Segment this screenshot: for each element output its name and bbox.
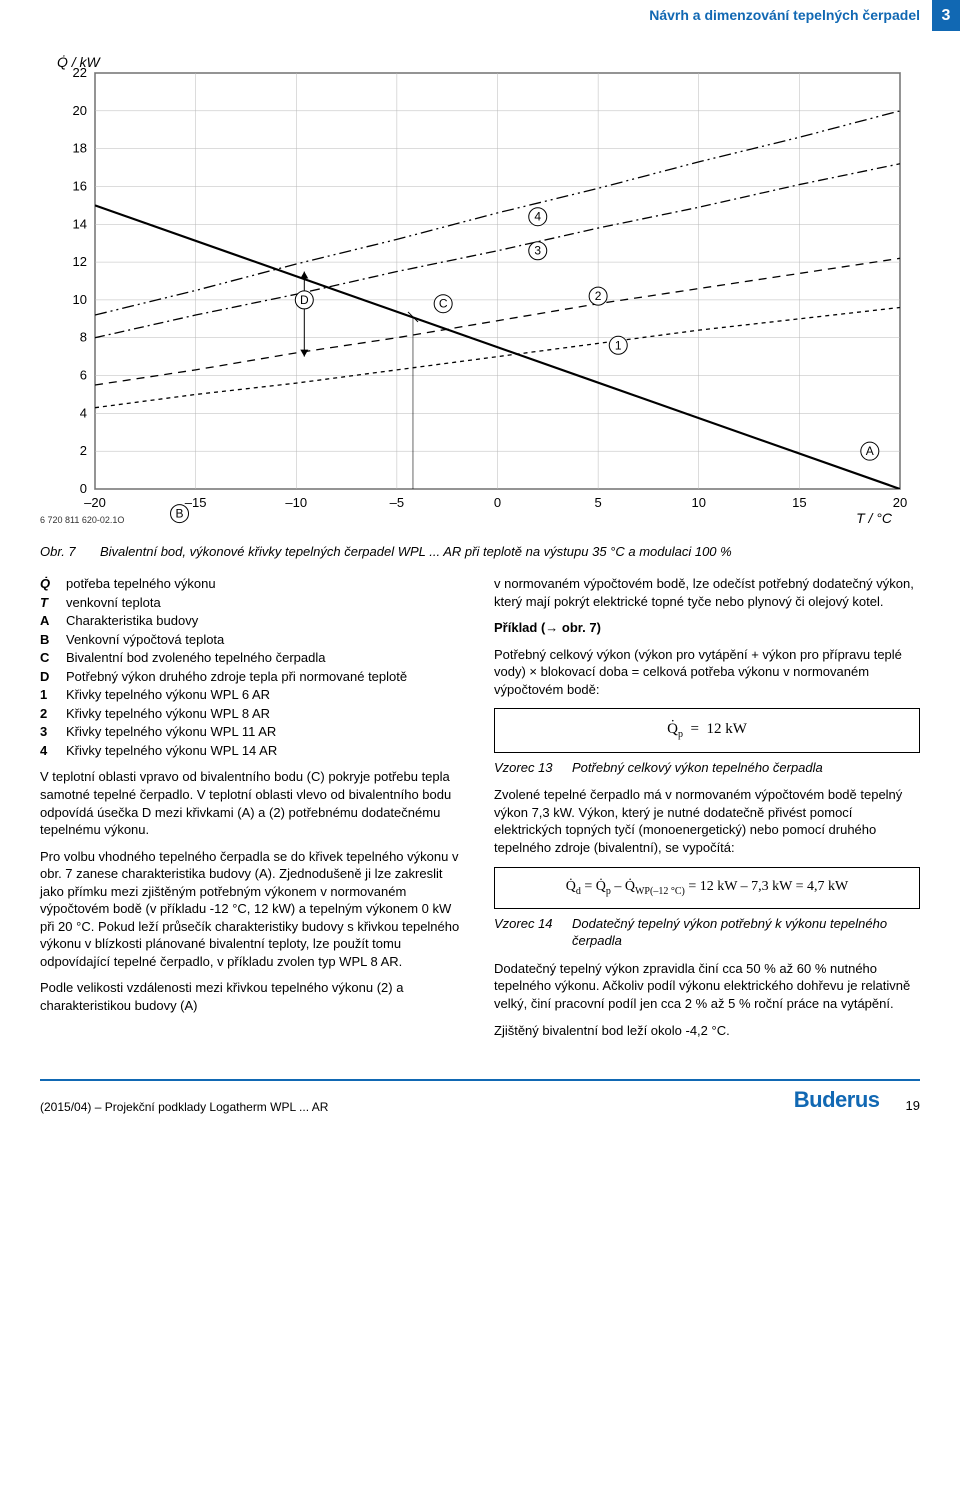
legend-key: Q̇ xyxy=(40,575,56,593)
legend-value: Křivky tepelného výkonu WPL 11 AR xyxy=(66,723,276,741)
figure-caption-text: Bivalentní bod, výkonové křivky tepelnýc… xyxy=(100,543,732,561)
legend-key: 2 xyxy=(40,705,56,723)
legend-value: potřeba tepelného výkonu xyxy=(66,575,216,593)
formula-13-box: Q̇p = 12 kW xyxy=(494,708,920,753)
legend-key: C xyxy=(40,649,56,667)
svg-text:D: D xyxy=(300,293,309,307)
legend-key: T xyxy=(40,594,56,612)
legend-value: Křivky tepelného výkonu WPL 6 AR xyxy=(66,686,270,704)
header-title: Návrh a dimenzování tepelných čerpadel xyxy=(649,0,932,31)
chart-container: –20–15–10–5051015200246810121416182022Q̇… xyxy=(40,49,920,534)
legend-key: D xyxy=(40,668,56,686)
svg-text:18: 18 xyxy=(73,141,87,156)
formula-14-box: Q̇d = Q̇p – Q̇WP(–12 °C) = 12 kW – 7,3 k… xyxy=(494,867,920,909)
legend-value: Křivky tepelného výkonu WPL 8 AR xyxy=(66,705,270,723)
figure-caption: Obr. 7 Bivalentní bod, výkonové křivky t… xyxy=(40,543,920,561)
legend-key: B xyxy=(40,631,56,649)
legend-key: 1 xyxy=(40,686,56,704)
svg-text:10: 10 xyxy=(73,292,87,307)
legend-value: venkovní teplota xyxy=(66,594,161,612)
svg-text:4: 4 xyxy=(534,210,541,224)
header-section-number: 3 xyxy=(932,0,960,31)
formula-14-caption: Vzorec 14 Dodatečný tepelný výkon potřeb… xyxy=(494,915,920,950)
svg-text:1: 1 xyxy=(615,338,622,352)
page-header: Návrh a dimenzování tepelných čerpadel 3 xyxy=(0,0,960,31)
svg-text:8: 8 xyxy=(80,330,87,345)
legend-row: Tvenkovní teplota xyxy=(40,594,466,612)
legend-row: A Charakteristika budovy xyxy=(40,612,466,630)
brand-logo: Buderus xyxy=(794,1085,880,1115)
svg-text:0: 0 xyxy=(80,481,87,496)
legend-key: 3 xyxy=(40,723,56,741)
legend-value: Venkovní výpočtová teplota xyxy=(66,631,224,649)
svg-text:12: 12 xyxy=(73,254,87,269)
legend-value: Křivky tepelného výkonu WPL 14 AR xyxy=(66,742,277,760)
legend-row: 3 Křivky tepelného výkonu WPL 11 AR xyxy=(40,723,466,741)
legend-value: Charakteristika budovy xyxy=(66,612,198,630)
left-para-1: V teplotní oblasti vpravo od bivalentníh… xyxy=(40,768,466,838)
left-column: Q̇potřeba tepelného výkonuTvenkovní tepl… xyxy=(40,575,466,1039)
svg-text:–20: –20 xyxy=(84,495,106,510)
legend-row: D Potřebný výkon druhého zdroje tepla při… xyxy=(40,668,466,686)
right-column: v normovaném výpočtovém bodě, lze odečís… xyxy=(494,575,920,1039)
legend-row: C Bivalentní bod zvoleného tepelného čerp… xyxy=(40,649,466,667)
svg-text:–10: –10 xyxy=(285,495,307,510)
svg-text:–5: –5 xyxy=(390,495,404,510)
svg-text:–15: –15 xyxy=(185,495,207,510)
legend-key: 4 xyxy=(40,742,56,760)
svg-text:10: 10 xyxy=(692,495,706,510)
legend-value: Potřebný výkon druhého zdroje tepla při … xyxy=(66,668,407,686)
svg-text:6 720 811 620-02.1O: 6 720 811 620-02.1O xyxy=(40,515,124,525)
svg-text:5: 5 xyxy=(595,495,602,510)
legend-row: 1 Křivky tepelného výkonu WPL 6 AR xyxy=(40,686,466,704)
svg-text:3: 3 xyxy=(534,244,541,258)
right-para-3: Zvolené tepelné čerpadlo má v normovaném… xyxy=(494,786,920,856)
right-para-1: v normovaném výpočtovém bodě, lze odečís… xyxy=(494,575,920,610)
svg-text:2: 2 xyxy=(595,289,602,303)
svg-text:T / °C: T / °C xyxy=(856,510,893,526)
svg-text:4: 4 xyxy=(80,405,87,420)
svg-text:B: B xyxy=(176,506,184,520)
svg-text:15: 15 xyxy=(792,495,806,510)
page-footer: (2015/04) – Projekční podklady Logatherm… xyxy=(40,1079,920,1115)
legend-row: 2 Křivky tepelného výkonu WPL 8 AR xyxy=(40,705,466,723)
footer-left: (2015/04) – Projekční podklady Logatherm… xyxy=(40,1099,328,1115)
svg-text:0: 0 xyxy=(494,495,501,510)
left-para-3: Podle velikosti vzdálenosti mezi křivkou… xyxy=(40,979,466,1014)
right-para-4: Dodatečný tepelný výkon zpravidla činí c… xyxy=(494,960,920,1013)
svg-text:Q̇ / kW: Q̇ / kW xyxy=(57,54,102,70)
legend-row: 4 Křivky tepelného výkonu WPL 14 AR xyxy=(40,742,466,760)
figure-label: Obr. 7 xyxy=(40,543,90,561)
right-para-2: Potřebný celkový výkon (výkon pro vytápě… xyxy=(494,646,920,699)
svg-text:C: C xyxy=(439,297,448,311)
legend-list: Q̇potřeba tepelného výkonuTvenkovní tepl… xyxy=(40,575,466,759)
svg-text:16: 16 xyxy=(73,178,87,193)
legend-key: A xyxy=(40,612,56,630)
legend-row: B Venkovní výpočtová teplota xyxy=(40,631,466,649)
legend-value: Bivalentní bod zvoleného tepelného čerpa… xyxy=(66,649,325,667)
svg-text:A: A xyxy=(866,444,874,458)
page-number: 19 xyxy=(906,1097,920,1115)
svg-text:20: 20 xyxy=(893,495,907,510)
example-heading: Příklad (→ obr. 7) xyxy=(494,619,920,637)
svg-text:14: 14 xyxy=(73,216,87,231)
formula-13-caption: Vzorec 13 Potřebný celkový výkon tepelné… xyxy=(494,759,920,777)
left-para-2: Pro volbu vhodného tepelného čerpadla se… xyxy=(40,848,466,971)
svg-text:20: 20 xyxy=(73,103,87,118)
svg-text:6: 6 xyxy=(80,367,87,382)
svg-text:2: 2 xyxy=(80,443,87,458)
bivalent-chart: –20–15–10–5051015200246810121416182022Q̇… xyxy=(40,49,920,529)
right-para-5: Zjištěný bivalentní bod leží okolo -4,2 … xyxy=(494,1022,920,1040)
legend-row: Q̇ potřeba tepelného výkonu xyxy=(40,575,466,593)
